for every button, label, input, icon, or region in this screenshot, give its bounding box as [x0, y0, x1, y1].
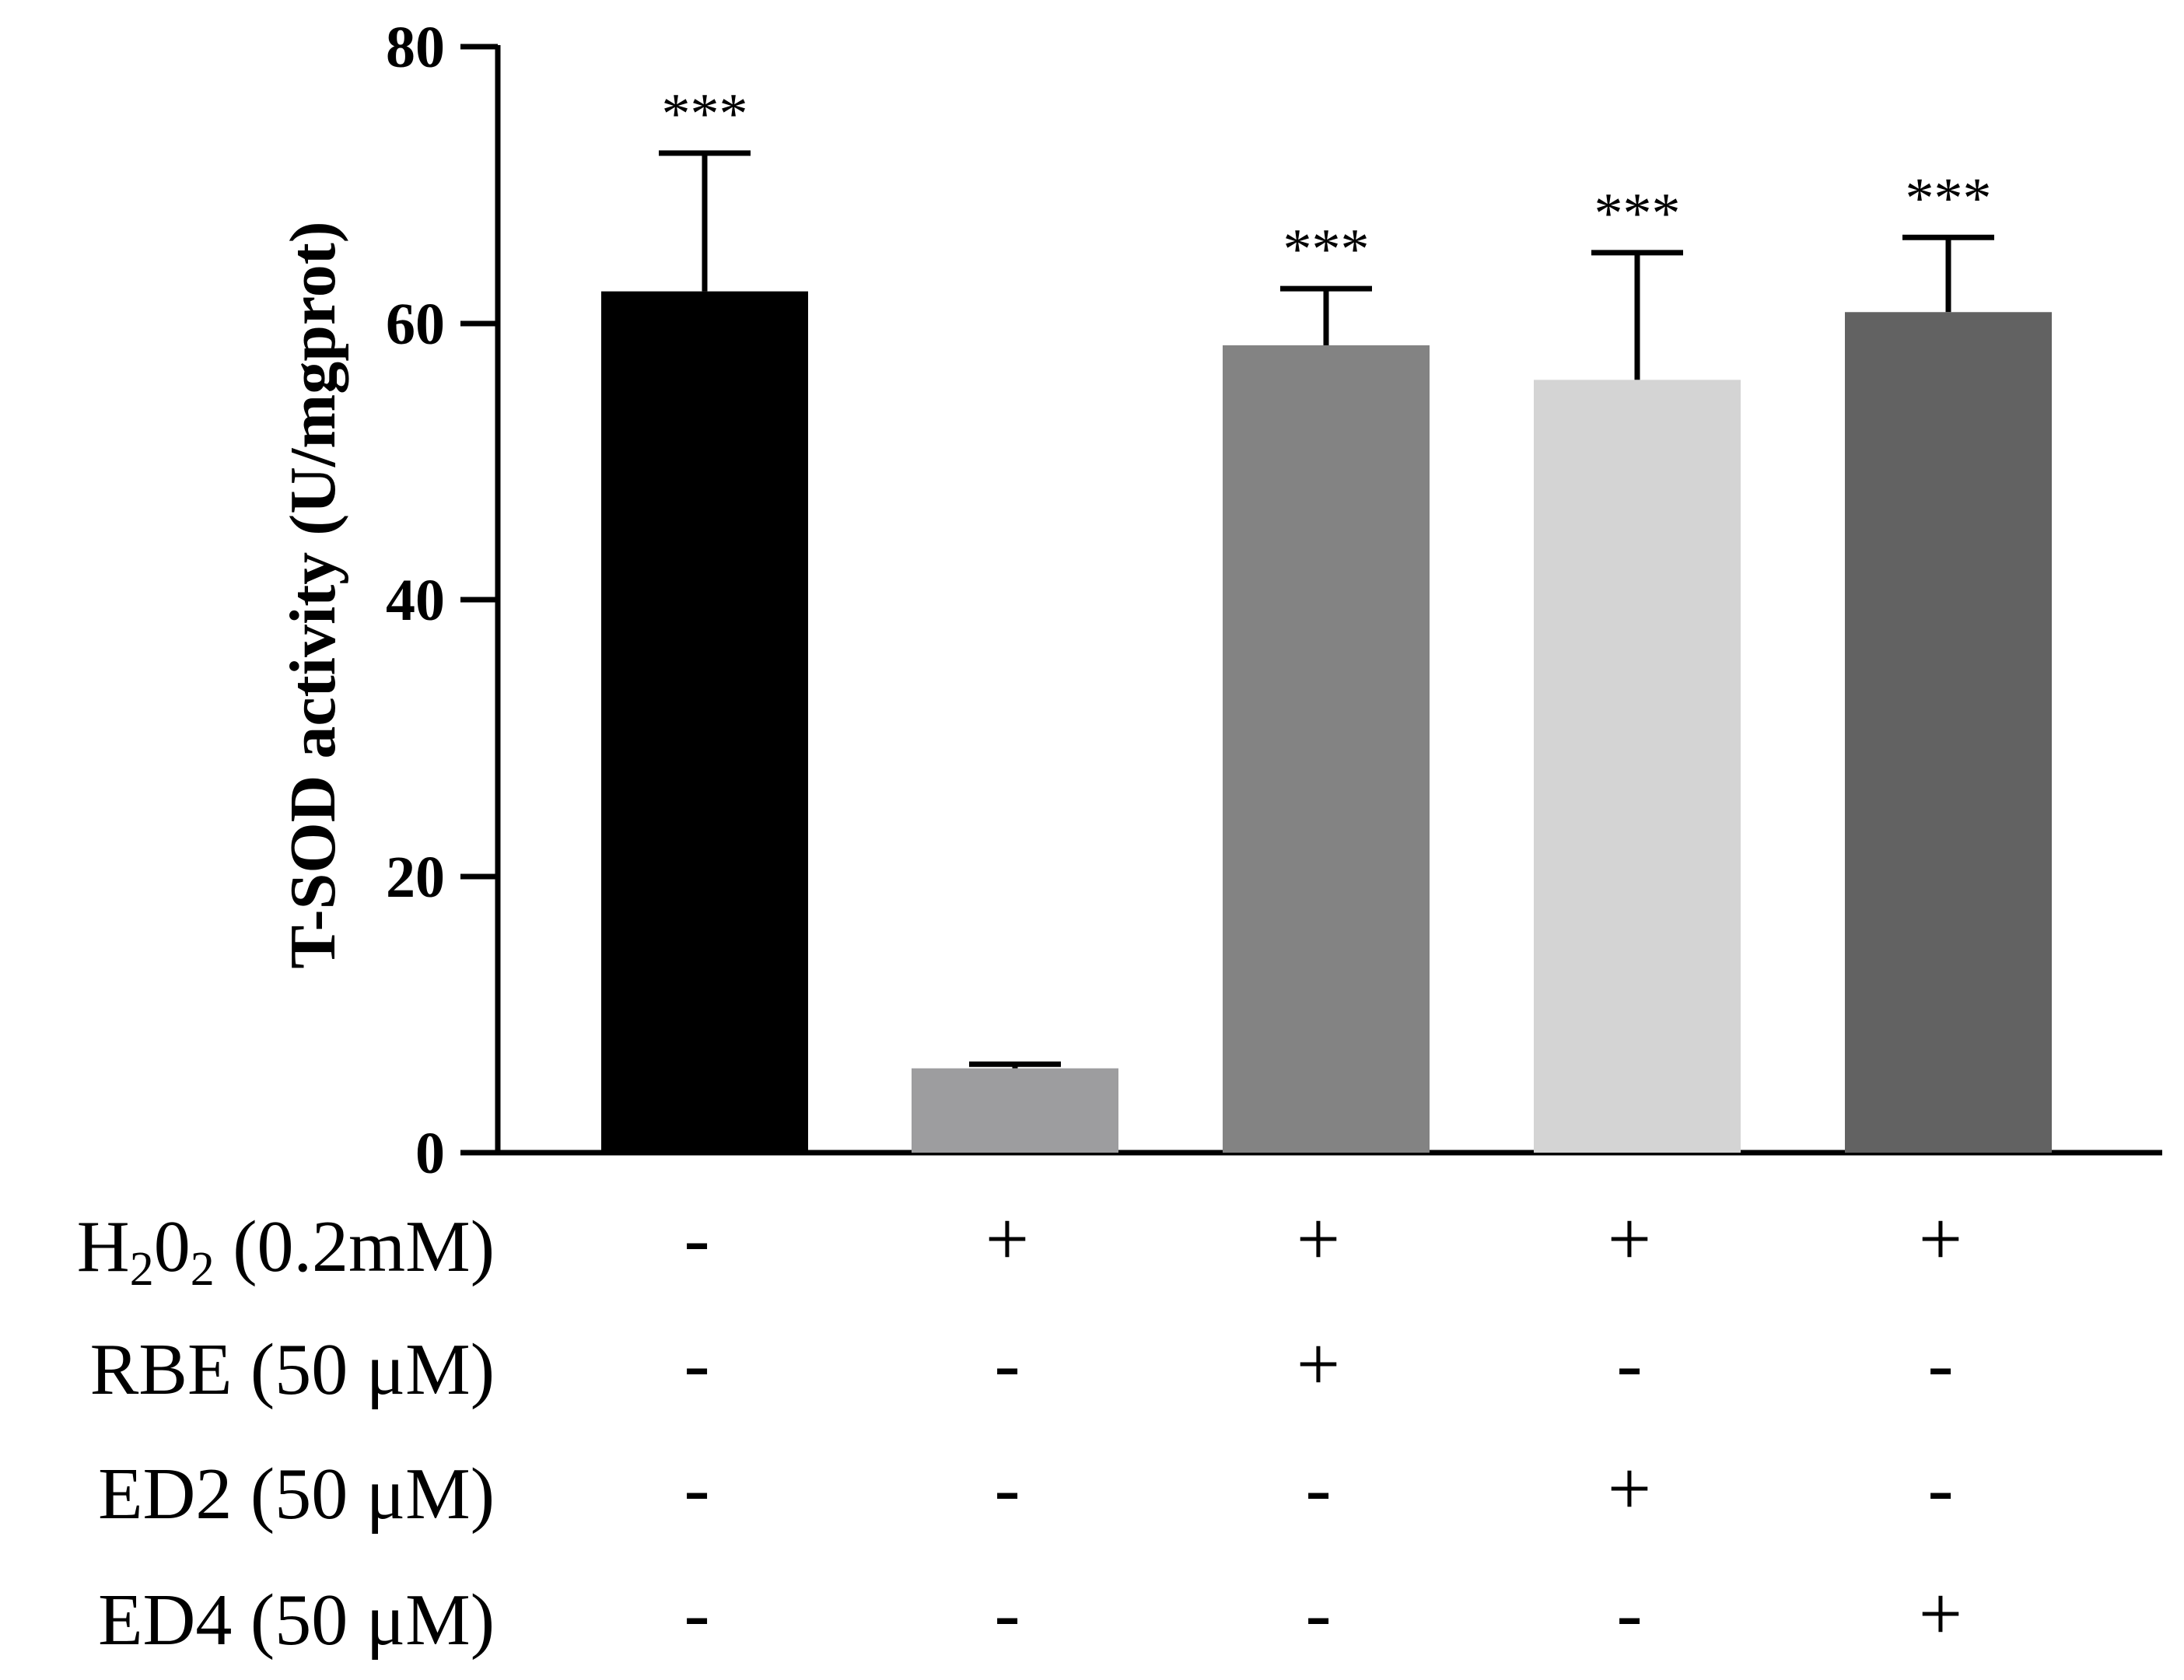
treatment-marks: - + + + + - - + - - - - - + - - - - - + — [684, 1195, 1962, 1657]
treatment-plus: + — [985, 1195, 1029, 1282]
y-tick-label: 40 — [386, 568, 445, 633]
bar — [1534, 380, 1741, 1153]
bar — [1845, 312, 2052, 1153]
treatment-plus: + — [1297, 1321, 1340, 1407]
y-axis-title: T-SOD activity (U/mgprot) — [277, 221, 349, 968]
treatment-minus: - — [994, 1321, 1020, 1407]
treatment-minus: - — [684, 1321, 709, 1407]
y-tick-label: 80 — [386, 15, 445, 80]
y-tick-label: 20 — [386, 845, 445, 910]
treatment-minus: - — [994, 1570, 1020, 1657]
treatment-minus: - — [684, 1445, 709, 1531]
treatment-minus: - — [1927, 1445, 1953, 1531]
treatment-plus: + — [1608, 1195, 1651, 1282]
bar — [601, 291, 808, 1153]
treatment-row-label-rbe: RBE (50 μM) — [90, 1329, 495, 1410]
y-tick-label: 60 — [386, 292, 445, 357]
treatment-row-label-ed4: ED4 (50 μM) — [98, 1580, 495, 1661]
treatment-plus: + — [1919, 1570, 1962, 1657]
bar — [912, 1068, 1118, 1153]
treatment-minus: - — [994, 1445, 1020, 1531]
treatment-minus: - — [684, 1570, 709, 1657]
treatment-minus: - — [1305, 1570, 1331, 1657]
treatment-plus: + — [1919, 1195, 1962, 1282]
treatment-minus: - — [1616, 1321, 1642, 1407]
significance-label: *** — [1283, 218, 1370, 282]
significance-label: *** — [1594, 182, 1681, 246]
treatment-minus: - — [684, 1195, 709, 1282]
bar — [1223, 345, 1430, 1153]
bars-group: *** *** *** *** — [601, 82, 2052, 1153]
y-tick-label: 0 — [415, 1121, 445, 1186]
significance-label: *** — [662, 82, 748, 146]
significance-label: *** — [1906, 166, 1992, 230]
treatment-plus: + — [1297, 1195, 1340, 1282]
treatment-minus: - — [1305, 1445, 1331, 1531]
treatment-row-label-ed2: ED2 (50 μM) — [98, 1454, 495, 1535]
treatment-minus: - — [1616, 1570, 1642, 1657]
treatment-plus: + — [1608, 1445, 1651, 1531]
treatment-minus: - — [1927, 1321, 1953, 1407]
treatment-row-label-h2o2: H202 (0.2mM) — [77, 1206, 495, 1296]
